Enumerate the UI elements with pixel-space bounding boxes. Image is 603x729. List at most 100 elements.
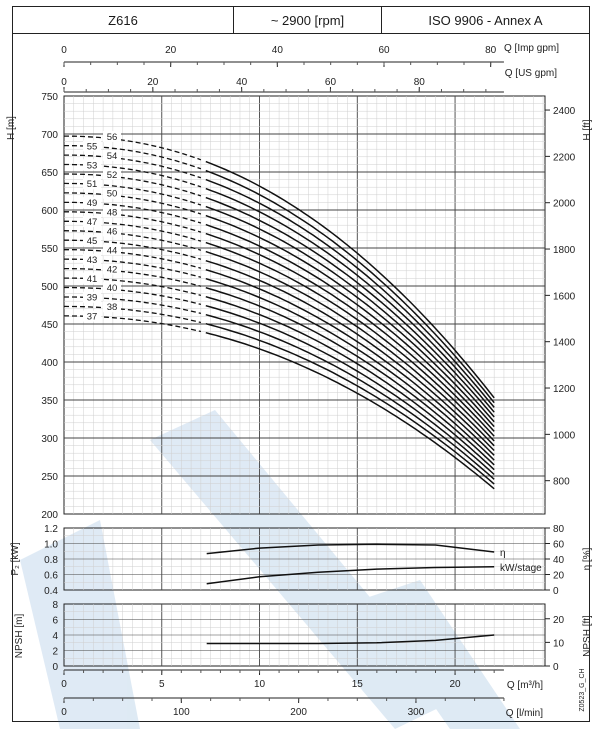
- drawing-code: Z0523_G_CH: [579, 668, 586, 711]
- npsh-m-tick-label: 2: [52, 647, 58, 658]
- stage-curve-dashed: [63, 182, 202, 206]
- lmin-tick-label: 100: [173, 707, 190, 718]
- stage-label-bg: [103, 244, 121, 256]
- stage-label-bg: [83, 291, 101, 303]
- npsh-ft-tick-label: 0: [553, 662, 559, 673]
- head-m-tick-label: 300: [41, 434, 58, 445]
- speed-label: ~ 2900 [rpm]: [234, 7, 382, 33]
- npsh-m-axis-label: NPSH [m]: [14, 614, 25, 659]
- stage-curve: [205, 331, 495, 490]
- stage-curve-dashed: [64, 144, 202, 170]
- us-gpm-tick-label: 0: [61, 77, 67, 88]
- stage-label: 48: [107, 208, 118, 219]
- m3h-tick-label: 0: [61, 679, 67, 690]
- stage-curve-dashed: [64, 154, 202, 179]
- head-m-tick-label: 650: [41, 168, 58, 179]
- stage-curve-dashed: [64, 267, 202, 287]
- stage-curve-dashed: [64, 277, 202, 297]
- stage-curve: [205, 205, 495, 423]
- head-m-tick-label: 400: [41, 358, 58, 369]
- head-m-tick-label: 700: [41, 130, 58, 141]
- stage-label: 45: [87, 236, 98, 247]
- head-ft-tick-label: 1600: [553, 291, 576, 302]
- stage-curve-dashed: [63, 258, 202, 278]
- us-gpm-tick-label: 80: [414, 77, 426, 88]
- stage-curve-dashed: [63, 230, 202, 251]
- chart-header: Z616 ~ 2900 [rpm] ISO 9906 - Annex A: [13, 7, 589, 34]
- imp-gpm-tick-label: 60: [378, 45, 390, 56]
- m3h-axis-label: Q [m³/h]: [507, 680, 543, 691]
- watermark-stroke: [150, 410, 455, 729]
- head-ft-tick-label: 1400: [553, 338, 576, 349]
- stage-label: 47: [87, 217, 98, 228]
- stage-label-bg: [83, 234, 101, 246]
- stage-curve-dashed: [64, 135, 202, 161]
- stage-label-bg: [103, 282, 121, 294]
- power-curve: [206, 566, 495, 585]
- stage-curve: [205, 241, 495, 442]
- head-ft-tick-label: 1200: [553, 384, 576, 395]
- stage-label: 49: [87, 198, 98, 209]
- eta-tick-label: 80: [553, 524, 565, 535]
- stage-label: 37: [87, 312, 98, 323]
- stage-curve: [205, 286, 495, 466]
- power-tick-label: 1.2: [44, 524, 58, 535]
- stage-label: 51: [87, 179, 98, 190]
- lmin-tick-label: 200: [290, 707, 307, 718]
- stage-label: 39: [87, 293, 98, 304]
- power-tick-label: 0.6: [44, 571, 58, 582]
- npsh-curve: [206, 634, 495, 645]
- stage-label: 50: [107, 189, 118, 200]
- head-ft-tick-label: 800: [553, 477, 570, 488]
- us-gpm-axis-label: Q [US gpm]: [505, 68, 557, 79]
- stage-curve-dashed: [64, 286, 202, 306]
- stage-curve-dashed: [63, 305, 202, 324]
- head-plot-area: [63, 95, 546, 515]
- stage-curve: [205, 322, 495, 485]
- head-m-tick-label: 600: [41, 206, 58, 217]
- power-tick-label: 0.4: [44, 586, 58, 597]
- stage-curve: [205, 277, 495, 461]
- model-label: Z616: [13, 7, 234, 33]
- imp-gpm-axis-label: Q [Imp gpm]: [504, 43, 559, 54]
- npsh-ft-tick-label: 20: [553, 615, 565, 626]
- eta-tick-label: 60: [553, 540, 565, 551]
- stage-curve: [205, 295, 495, 471]
- stage-curve: [205, 268, 495, 456]
- stage-label-bg: [83, 216, 101, 228]
- head-ft-axis-label: H [ft]: [582, 119, 593, 140]
- stage-label: 44: [107, 245, 118, 256]
- head-m-tick-label: 250: [41, 472, 58, 483]
- power-tick-label: 0.8: [44, 555, 58, 566]
- stage-label: 41: [87, 274, 98, 285]
- imp-gpm-tick-label: 0: [61, 45, 67, 56]
- stage-curve-dashed: [64, 239, 202, 260]
- head-m-tick-label: 500: [41, 282, 58, 293]
- stage-curve: [205, 214, 495, 428]
- npsh-m-tick-label: 8: [52, 600, 58, 611]
- npsh-ft-tick-label: 10: [553, 638, 565, 649]
- eta-tick-label: 20: [553, 571, 565, 582]
- stage-label: 53: [87, 160, 98, 171]
- stage-label-bg: [103, 149, 121, 161]
- lmin-axis-label: Q [l/min]: [506, 708, 543, 719]
- stage-label: 56: [107, 132, 118, 143]
- imp-gpm-tick-label: 80: [485, 45, 497, 56]
- stage-label-bg: [103, 301, 121, 313]
- us-gpm-tick-label: 20: [147, 77, 159, 88]
- stage-curve-dashed: [64, 201, 202, 224]
- efficiency-curve: [206, 543, 495, 555]
- us-gpm-tick-label: 60: [325, 77, 337, 88]
- stage-curve-dashed: [64, 163, 202, 188]
- stage-curve: [205, 313, 495, 480]
- stage-curve-dashed: [64, 220, 202, 242]
- head-ft-tick-label: 2200: [553, 152, 576, 163]
- lmin-tick-label: 300: [408, 707, 425, 718]
- eta-tick-label: 40: [553, 555, 565, 566]
- npsh-m-tick-label: 0: [52, 662, 58, 673]
- stage-label-bg: [83, 159, 101, 171]
- stage-label-bg: [83, 178, 101, 190]
- stage-label-bg: [103, 187, 121, 199]
- stage-curve-dashed: [64, 296, 202, 315]
